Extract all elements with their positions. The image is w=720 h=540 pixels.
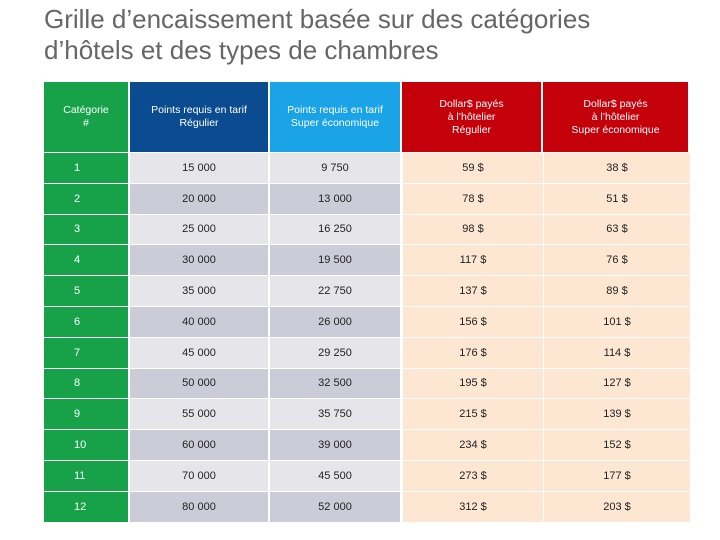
category-cell: 9 xyxy=(44,399,130,431)
dollars-regular-cell: 117 $ xyxy=(402,245,543,277)
points-super-cell: 9 750 xyxy=(270,153,402,184)
points-super-cell: 32 500 xyxy=(270,368,402,400)
points-super-cell: 19 500 xyxy=(270,245,402,277)
rate-table: Catégorie # Points requis en tarif Régul… xyxy=(44,82,690,523)
dollars-super-cell: 139 $ xyxy=(543,399,690,431)
header-dollars-super: Dollar$ payés à l’hôtelier Super économi… xyxy=(543,82,690,153)
category-cell: 1 xyxy=(44,153,130,184)
header-points-regular-line-2: Régulier xyxy=(179,117,219,129)
header-points-regular: Points requis en tarif Régulier xyxy=(130,82,270,153)
dollars-regular-cell: 156 $ xyxy=(402,306,543,338)
points-super-cell: 29 250 xyxy=(270,337,402,369)
points-super-cell: 26 000 xyxy=(270,306,402,338)
dollars-super-cell: 38 $ xyxy=(543,153,690,184)
points-regular-cell: 70 000 xyxy=(130,460,270,492)
dollars-super-cell: 63 $ xyxy=(543,214,690,246)
category-cell: 12 xyxy=(44,491,130,523)
dollars-super-cell: 177 $ xyxy=(543,460,690,492)
dollars-super-cell: 89 $ xyxy=(543,276,690,307)
category-cell: 7 xyxy=(44,337,130,369)
header-points-super: Points requis en tarif Super économique xyxy=(270,82,402,153)
points-super-cell: 45 500 xyxy=(270,460,402,492)
category-cell: 2 xyxy=(44,183,130,215)
points-regular-cell: 20 000 xyxy=(130,183,270,215)
header-dollars-super-line-2: à l’hôtelier xyxy=(591,110,640,123)
dollars-regular-cell: 176 $ xyxy=(402,337,543,369)
points-regular-cell: 80 000 xyxy=(130,491,270,523)
category-cell: 5 xyxy=(44,276,130,307)
points-super-cell: 35 750 xyxy=(270,399,402,431)
dollars-regular-cell: 312 $ xyxy=(402,491,543,523)
header-points-regular-line-1: Points requis en tarif xyxy=(151,104,247,116)
dollars-super-cell: 101 $ xyxy=(543,306,690,338)
header-dollars-regular-line-2: à l’hôtelier xyxy=(447,110,496,123)
page-title-line-2: d’hôtels et des types de chambres xyxy=(44,35,439,65)
dollars-regular-cell: 215 $ xyxy=(402,399,543,431)
header-dollars-regular-line-3: Régulier xyxy=(451,123,492,136)
dollars-super-cell: 51 $ xyxy=(543,183,690,215)
dollars-regular-cell: 98 $ xyxy=(402,214,543,246)
header-dollars-regular-line-1: Dollar$ payés xyxy=(439,97,504,110)
points-regular-cell: 50 000 xyxy=(130,368,270,400)
page-title-line-1: Grille d’encaissement basée sur des caté… xyxy=(44,4,591,34)
points-super-cell: 16 250 xyxy=(270,214,402,246)
dollars-regular-cell: 234 $ xyxy=(402,430,543,461)
header-category-line-2: # xyxy=(83,117,89,129)
dollars-super-cell: 127 $ xyxy=(543,368,690,400)
points-super-cell: 13 000 xyxy=(270,183,402,215)
header-points-super-line-2: Super économique xyxy=(290,117,380,129)
category-cell: 3 xyxy=(44,214,130,246)
points-regular-cell: 45 000 xyxy=(130,337,270,369)
points-regular-cell: 40 000 xyxy=(130,306,270,338)
points-regular-cell: 35 000 xyxy=(130,276,270,307)
dollars-regular-cell: 273 $ xyxy=(402,460,543,492)
dollars-super-cell: 152 $ xyxy=(543,430,690,461)
points-super-cell: 52 000 xyxy=(270,491,402,523)
points-regular-cell: 55 000 xyxy=(130,399,270,431)
category-cell: 6 xyxy=(44,306,130,338)
dollars-regular-cell: 137 $ xyxy=(402,276,543,307)
header-category: Catégorie # xyxy=(44,82,130,153)
points-super-cell: 22 750 xyxy=(270,276,402,307)
dollars-super-cell: 76 $ xyxy=(543,245,690,277)
points-regular-cell: 30 000 xyxy=(130,245,270,277)
header-points-super-line-1: Points requis en tarif xyxy=(287,104,383,116)
header-dollars-super-line-1: Dollar$ payés xyxy=(583,97,648,110)
points-regular-cell: 60 000 xyxy=(130,430,270,461)
points-super-cell: 39 000 xyxy=(270,430,402,461)
category-cell: 11 xyxy=(44,460,130,492)
category-cell: 4 xyxy=(44,245,130,277)
points-regular-cell: 15 000 xyxy=(130,153,270,184)
dollars-regular-cell: 78 $ xyxy=(402,183,543,215)
header-dollars-regular: Dollar$ payés à l’hôtelier Régulier xyxy=(402,82,543,153)
dollars-regular-cell: 59 $ xyxy=(402,153,543,184)
dollars-super-cell: 114 $ xyxy=(543,337,690,369)
header-category-line-1: Catégorie xyxy=(63,104,109,116)
dollars-super-cell: 203 $ xyxy=(543,491,690,523)
category-cell: 10 xyxy=(44,430,130,461)
points-regular-cell: 25 000 xyxy=(130,214,270,246)
category-cell: 8 xyxy=(44,368,130,400)
header-dollars-super-line-3: Super économique xyxy=(571,123,660,136)
page-title: Grille d’encaissement basée sur des caté… xyxy=(44,4,590,66)
dollars-regular-cell: 195 $ xyxy=(402,368,543,400)
